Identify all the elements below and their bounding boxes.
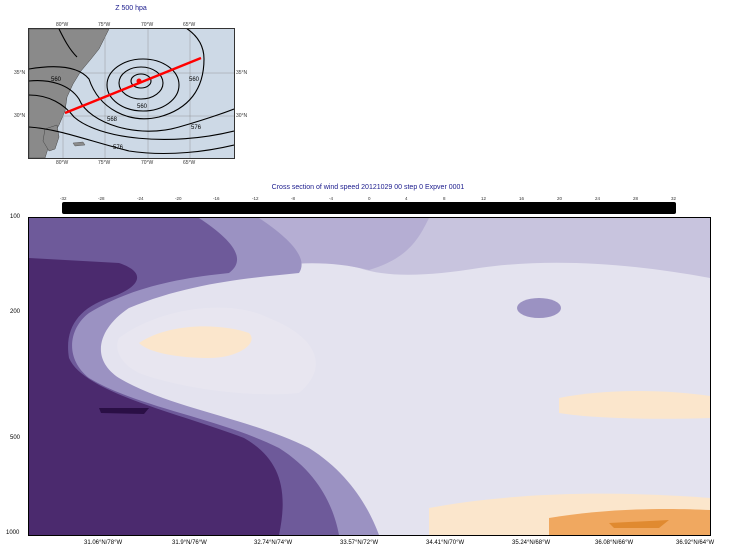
colorbar-tick: -8	[291, 196, 296, 201]
colorbar-tick: -24	[137, 196, 144, 201]
colorbar-tick: 20	[557, 196, 563, 201]
land-mass	[29, 29, 110, 158]
contour-label: 560	[51, 77, 62, 83]
cross-section-plot	[28, 217, 711, 536]
y-tick-label: 1000	[6, 530, 20, 536]
contour-label: 576	[113, 145, 124, 151]
contour-label: 568	[107, 117, 118, 123]
x-tick-label: 36.08°N/66°W	[595, 540, 634, 546]
x-tick-label: 33.57°N/72°W	[340, 540, 379, 546]
map-lon-tick-top: 75°W	[98, 22, 111, 28]
colorbar-tick: 8	[443, 196, 446, 201]
wind-core-small	[517, 298, 561, 318]
y-tick-label: 500	[10, 435, 21, 441]
x-tick-label: 31.9°N/76°W	[172, 540, 207, 546]
colorbar-tick: -28	[98, 196, 105, 201]
colorbar-tick: -32	[60, 196, 67, 201]
cross-section-title: Cross section of wind speed 20121029 00 …	[271, 184, 465, 191]
colorbar-tick: 12	[481, 196, 487, 201]
cross-section-canvas	[29, 218, 710, 535]
colorbar-tick: -16	[213, 196, 220, 201]
y-tick-label: 200	[10, 309, 21, 315]
map-lat-tick-right: 30°N	[236, 113, 248, 119]
colorbar-tick: 28	[633, 196, 639, 201]
contour-label: 560	[137, 104, 148, 110]
wind-band-peach-right	[559, 391, 710, 419]
wind-band-purple-dark	[29, 258, 283, 535]
wind-core-darkest	[99, 408, 149, 414]
low-center-marker	[136, 78, 142, 84]
map-lon-tick-bottom: 70°W	[141, 160, 154, 166]
colorbar-tick: 32	[671, 196, 677, 201]
colorbar-tick: -4	[329, 196, 334, 201]
contour-label: 576	[191, 125, 202, 131]
colorbar-tick: -12	[252, 196, 259, 201]
map-lon-tick-bottom: 75°W	[98, 160, 111, 166]
cross-section-line	[64, 56, 202, 115]
contour-label: 560	[189, 77, 200, 83]
map-grid	[29, 29, 234, 158]
geopotential-map: 560 560 560 568 576 576	[28, 28, 235, 159]
map-lon-tick-top: 65°W	[183, 22, 196, 28]
wind-core-orange	[609, 520, 669, 528]
florida-peninsula	[42, 124, 60, 152]
colorbar	[62, 202, 676, 214]
x-tick-label: 34.41°N/70°W	[426, 540, 465, 546]
colorbar-tick: 24	[595, 196, 601, 201]
map-lon-tick-bottom: 80°W	[56, 160, 69, 166]
wind-band-peach-middle	[139, 326, 252, 358]
x-tick-label: 31.06°N/78°W	[84, 540, 123, 546]
height-contours	[29, 29, 234, 155]
colorbar-tick: 0	[368, 196, 371, 201]
x-tick-label: 36.92°N/64°W	[676, 540, 715, 546]
map-title: Z 500 hpa	[115, 5, 147, 12]
island	[72, 141, 86, 147]
map-lon-tick-top: 70°W	[141, 22, 154, 28]
map-lat-tick-right: 35°N	[236, 70, 248, 76]
map-lat-tick-left: 35°N	[14, 70, 26, 76]
y-tick-label: 100	[10, 214, 21, 220]
colorbar-tick: 16	[519, 196, 525, 201]
map-lon-tick-top: 80°W	[56, 22, 69, 28]
colorbar-tick: 4	[405, 196, 408, 201]
colorbar-tick: -20	[175, 196, 182, 201]
map-canvas: 560 560 560 568 576 576	[29, 29, 234, 158]
map-lon-tick-bottom: 65°W	[183, 160, 196, 166]
map-lat-tick-left: 30°N	[14, 113, 26, 119]
x-tick-label: 32.74°N/74°W	[254, 540, 293, 546]
x-tick-label: 35.24°N/68°W	[512, 540, 551, 546]
